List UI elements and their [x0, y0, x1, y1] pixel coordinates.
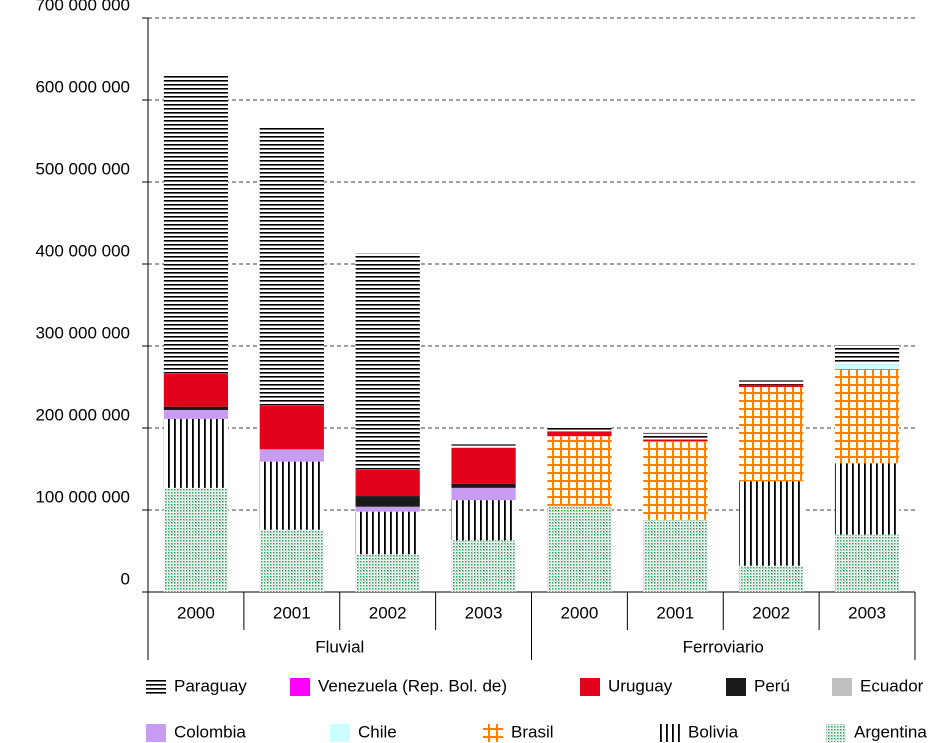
- bar-segment: [834, 534, 900, 592]
- bar-segment: [451, 483, 516, 488]
- bar-segment: [451, 447, 516, 484]
- bar-segment: [451, 487, 516, 501]
- legend-swatch: [826, 724, 846, 742]
- legend-label: Argentina: [854, 722, 927, 741]
- bar-segment: [739, 380, 804, 385]
- legend-swatch: [146, 724, 166, 742]
- bar-segment: [643, 432, 708, 440]
- bar-segment: [834, 364, 900, 369]
- x-tick-label: 2000: [561, 603, 599, 622]
- bar-segment: [834, 345, 900, 365]
- legend-swatch: [290, 678, 310, 696]
- y-tick-label: 100 000 000: [35, 487, 130, 506]
- x-tick-label: 2002: [752, 603, 790, 622]
- x-tick-label: 2002: [369, 603, 407, 622]
- y-tick-label: 0: [121, 569, 130, 588]
- bar-segment: [451, 500, 516, 541]
- y-tick-label: 400 000 000: [35, 241, 130, 260]
- bar-segment: [355, 469, 420, 497]
- bar-segment: [163, 418, 229, 488]
- legend-label: Perú: [754, 676, 790, 695]
- bar-segment: [547, 426, 612, 432]
- bar-segment: [259, 529, 324, 592]
- legend-swatch: [330, 724, 350, 742]
- bar-segment: [834, 368, 900, 464]
- bar-segment: [259, 449, 324, 462]
- legend-swatch: [483, 724, 503, 742]
- bar-segment: [547, 505, 612, 592]
- bar-segment: [355, 554, 420, 592]
- bar-segment: [163, 373, 229, 407]
- bar-segment: [163, 406, 229, 410]
- group-label: Fluvial: [315, 637, 364, 656]
- bar-segment: [259, 127, 324, 406]
- bar-segment: [834, 463, 900, 535]
- legend-swatch: [832, 678, 852, 696]
- legend-label: Brasil: [511, 722, 554, 741]
- bar-segment: [643, 439, 708, 442]
- bar-segment: [547, 431, 612, 437]
- legend-label: Colombia: [174, 722, 246, 741]
- bar-segment: [547, 436, 612, 506]
- x-tick-label: 2003: [465, 603, 503, 622]
- bar-segment: [163, 73, 229, 374]
- bar-segment: [739, 384, 804, 387]
- legend-label: Venezuela (Rep. Bol. de): [318, 676, 507, 695]
- legend-label: Chile: [358, 722, 397, 741]
- group-label: Ferroviario: [683, 637, 764, 656]
- y-tick-label: 300 000 000: [35, 323, 130, 342]
- x-tick-label: 2000: [177, 603, 215, 622]
- legend-label: Paraguay: [174, 676, 247, 695]
- bar-segment: [355, 511, 420, 555]
- x-tick-label: 2003: [848, 603, 886, 622]
- y-tick-label: 500 000 000: [35, 159, 130, 178]
- x-tick-label: 2001: [656, 603, 694, 622]
- bar-segment: [739, 481, 804, 566]
- y-tick-label: 700 000 000: [35, 0, 130, 14]
- legend-swatch: [580, 678, 600, 696]
- legend-swatch: [146, 678, 166, 696]
- bar-segment: [355, 496, 420, 507]
- legend-label: Ecuador: [860, 676, 924, 695]
- y-tick-label: 600 000 000: [35, 77, 130, 96]
- bar-segment: [163, 409, 229, 419]
- legend-swatch: [660, 724, 680, 742]
- bar-segment: [163, 487, 229, 592]
- bar-segment: [643, 519, 708, 592]
- bar-segment: [259, 461, 324, 530]
- legend-label: Uruguay: [608, 676, 673, 695]
- legend-swatch: [726, 678, 746, 696]
- bar-segment: [739, 565, 804, 592]
- bar-segment: [451, 540, 516, 592]
- bar-segment: [355, 506, 420, 512]
- legend-label: Bolivia: [688, 722, 739, 741]
- bar-segment: [643, 441, 708, 520]
- bar-segment: [451, 444, 516, 448]
- bar-segment: [259, 405, 324, 450]
- bar-segment: [739, 387, 804, 482]
- x-tick-label: 2001: [273, 603, 311, 622]
- bar-segment: [355, 253, 420, 470]
- y-tick-label: 200 000 000: [35, 405, 130, 424]
